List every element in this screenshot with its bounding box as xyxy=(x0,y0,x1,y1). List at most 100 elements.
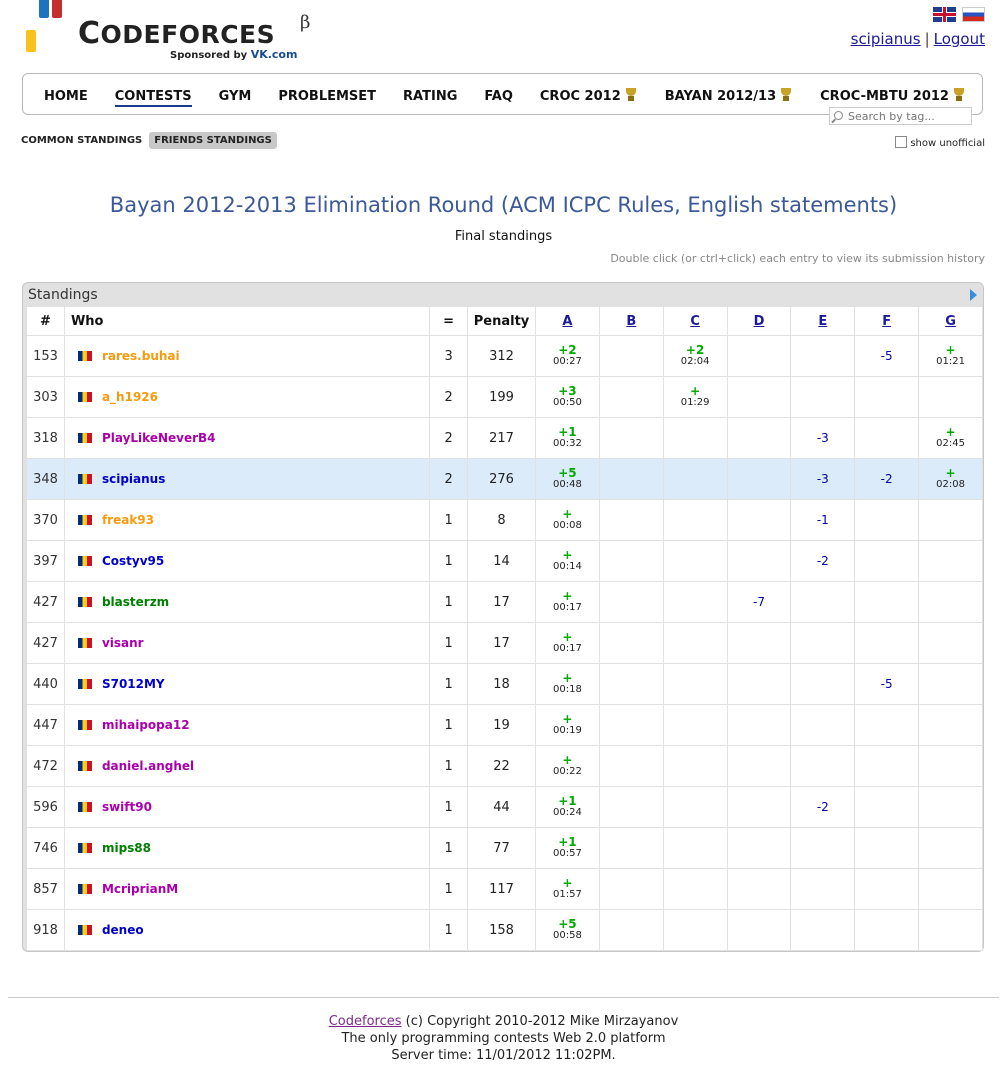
friends-standings-link[interactable]: FRIENDS STANDINGS xyxy=(149,132,277,149)
problem-cell-e[interactable]: -3 xyxy=(790,417,856,459)
problem-cell-d[interactable] xyxy=(726,335,792,377)
problem-cell-b[interactable] xyxy=(598,376,664,418)
problem-cell-a[interactable]: +00:18 xyxy=(535,663,600,705)
problem-cell-c[interactable]: +01:29 xyxy=(662,376,728,418)
problem-cell-b[interactable] xyxy=(598,417,664,459)
problem-cell-f[interactable] xyxy=(854,622,920,664)
codeforces-logo[interactable]: CODEFORCES β Sponsored by VK.com xyxy=(26,0,326,64)
participant-handle[interactable]: PlayLikeNeverB4 xyxy=(101,431,216,445)
problem-cell-d[interactable] xyxy=(726,827,792,869)
problem-cell-g[interactable] xyxy=(918,786,983,828)
problem-cell-c[interactable] xyxy=(662,909,728,951)
problem-cell-b[interactable] xyxy=(598,499,664,541)
problem-cell-b[interactable] xyxy=(598,745,664,787)
participant-handle[interactable]: McriprianM xyxy=(101,882,179,896)
russia-flag-icon[interactable] xyxy=(962,7,985,22)
expand-arrow-icon[interactable] xyxy=(970,289,977,301)
profile-link[interactable]: scipianus xyxy=(850,30,921,48)
problem-header-d[interactable]: D xyxy=(726,306,792,336)
problem-cell-a[interactable]: +3 00:50 xyxy=(535,376,600,418)
problem-cell-c[interactable] xyxy=(662,540,728,582)
problem-cell-a[interactable]: +2 00:27 xyxy=(535,335,600,377)
problem-cell-d[interactable] xyxy=(726,417,792,459)
problem-cell-e[interactable] xyxy=(790,704,856,746)
table-row[interactable]: 472 daniel.anghel 1 22 +00:22 xyxy=(26,745,983,787)
problem-cell-f[interactable] xyxy=(854,704,920,746)
participant-handle[interactable]: freak93 xyxy=(101,513,155,527)
problem-cell-f[interactable] xyxy=(854,868,920,910)
problem-cell-a[interactable]: +1 00:32 xyxy=(535,417,600,459)
table-row[interactable]: 370 freak93 1 8 +00:08 -1 xyxy=(26,499,983,541)
problem-cell-a[interactable]: +00:19 xyxy=(535,704,600,746)
problem-cell-e[interactable]: -2 xyxy=(790,540,856,582)
problem-cell-d[interactable] xyxy=(726,704,792,746)
participant-handle[interactable]: swift90 xyxy=(101,800,152,814)
problem-cell-c[interactable] xyxy=(662,499,728,541)
tag-search[interactable] xyxy=(829,107,972,125)
problem-cell-d[interactable] xyxy=(726,663,792,705)
problem-cell-a[interactable]: +5 00:48 xyxy=(535,458,600,500)
menu-item-croc-mbtu-2012[interactable]: CROC-MBTU 2012 xyxy=(820,88,966,104)
problem-header-g[interactable]: G xyxy=(918,306,983,336)
problem-cell-f[interactable] xyxy=(854,909,920,951)
participant-handle[interactable]: rares.buhai xyxy=(101,349,180,363)
problem-cell-d[interactable] xyxy=(726,909,792,951)
problem-cell-b[interactable] xyxy=(598,827,664,869)
problem-cell-e[interactable] xyxy=(790,622,856,664)
participant-handle[interactable]: S7012MY xyxy=(101,677,165,691)
table-row[interactable]: 318 PlayLikeNeverB4 2 217 +1 00:32 -3 +02:45 xyxy=(26,417,983,459)
problem-cell-e[interactable]: -2 xyxy=(790,786,856,828)
problem-cell-b[interactable] xyxy=(598,335,664,377)
participant-handle[interactable]: a_h1926 xyxy=(101,390,158,404)
problem-cell-d[interactable] xyxy=(726,376,792,418)
problem-cell-b[interactable] xyxy=(598,868,664,910)
problem-cell-b[interactable] xyxy=(598,663,664,705)
show-unofficial-toggle[interactable]: show unofficial xyxy=(895,136,985,149)
problem-cell-c[interactable]: +2 02:04 xyxy=(662,335,728,377)
table-row[interactable]: 153 rares.buhai 3 312 +2 00:27 +2 02:04 -5 +01:21 xyxy=(26,335,983,377)
problem-header-f[interactable]: F xyxy=(854,306,920,336)
menu-item-gym[interactable]: GYM xyxy=(219,89,252,104)
problem-cell-b[interactable] xyxy=(598,458,664,500)
problem-cell-a[interactable]: +00:08 xyxy=(535,499,600,541)
table-row[interactable]: 746 mips88 1 77 +1 00:57 xyxy=(26,827,983,869)
problem-cell-d[interactable] xyxy=(726,458,792,500)
logout-link[interactable]: Logout xyxy=(933,30,985,48)
problem-cell-f[interactable] xyxy=(854,417,920,459)
menu-item-home[interactable]: HOME xyxy=(44,89,88,104)
problem-cell-f[interactable]: -5 xyxy=(854,335,920,377)
problem-cell-g[interactable] xyxy=(918,827,983,869)
problem-cell-b[interactable] xyxy=(598,581,664,623)
problem-cell-f[interactable]: -5 xyxy=(854,663,920,705)
table-row[interactable]: 447 mihaipopa12 1 19 +00:19 xyxy=(26,704,983,746)
problem-cell-f[interactable] xyxy=(854,540,920,582)
problem-cell-c[interactable] xyxy=(662,786,728,828)
menu-item-contests[interactable]: CONTESTS xyxy=(114,89,192,107)
problem-cell-e[interactable]: -1 xyxy=(790,499,856,541)
problem-cell-e[interactable] xyxy=(790,868,856,910)
participant-handle[interactable]: visanr xyxy=(101,636,144,650)
table-row[interactable]: 397 Costyv95 1 14 +00:14 -2 xyxy=(26,540,983,582)
problem-cell-d[interactable] xyxy=(726,786,792,828)
problem-cell-g[interactable]: +01:21 xyxy=(918,335,983,377)
table-row[interactable]: 596 swift90 1 44 +1 00:24 -2 xyxy=(26,786,983,828)
problem-cell-f[interactable] xyxy=(854,745,920,787)
problem-cell-e[interactable] xyxy=(790,745,856,787)
unofficial-checkbox[interactable] xyxy=(895,136,908,148)
problem-cell-b[interactable] xyxy=(598,704,664,746)
footer-codeforces-link[interactable]: Codeforces xyxy=(328,1014,402,1029)
problem-cell-g[interactable] xyxy=(918,909,983,951)
problem-header-e[interactable]: E xyxy=(790,306,856,336)
problem-cell-f[interactable] xyxy=(854,827,920,869)
problem-cell-g[interactable] xyxy=(918,581,983,623)
problem-cell-f[interactable]: -2 xyxy=(854,458,920,500)
problem-cell-g[interactable] xyxy=(918,622,983,664)
menu-item-bayan-2012-13[interactable]: BAYAN 2012/13 xyxy=(665,88,793,104)
problem-cell-a[interactable]: +00:17 xyxy=(535,622,600,664)
problem-cell-f[interactable] xyxy=(854,581,920,623)
problem-cell-d[interactable] xyxy=(726,868,792,910)
problem-cell-e[interactable]: -3 xyxy=(790,458,856,500)
problem-cell-a[interactable]: +1 00:57 xyxy=(535,827,600,869)
problem-cell-a[interactable]: +01:57 xyxy=(535,868,600,910)
table-row[interactable]: 348 scipianus 2 276 +5 00:48 -3 -2 +02:08 xyxy=(26,458,983,500)
